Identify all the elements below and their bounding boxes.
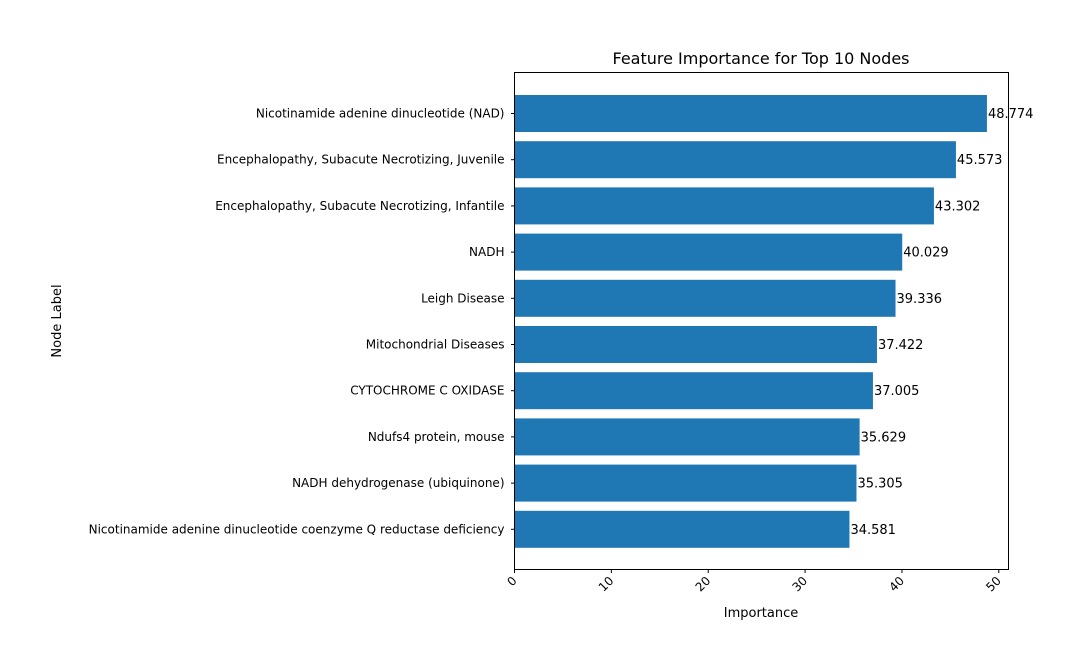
bar: [514, 418, 860, 456]
category-label: Nicotinamide adenine dinucleotide (NAD): [256, 107, 505, 121]
bar-value-label: 43.302: [935, 199, 981, 214]
bar-value-label: 45.573: [957, 153, 1003, 168]
bar-value-label: 48.774: [988, 107, 1034, 122]
bar: [514, 141, 956, 179]
category-label: Nicotinamide adenine dinucleotide coenzy…: [89, 522, 505, 536]
bar: [514, 372, 873, 410]
x-tick-label: 30: [790, 574, 811, 595]
x-tick-label: 0: [504, 574, 519, 589]
bar-value-label: 39.336: [897, 292, 943, 307]
category-label: CYTOCHROME C OXIDASE: [350, 384, 504, 398]
chart-title: Feature Importance for Top 10 Nodes: [612, 49, 909, 68]
category-labels: Nicotinamide adenine dinucleotide (NAD) E…: [89, 107, 515, 536]
x-tick-label: 40: [886, 574, 907, 595]
x-tick-label: 50: [983, 574, 1004, 595]
bar: [514, 464, 857, 502]
x-tick-label: 10: [596, 574, 617, 595]
bar: [514, 95, 987, 132]
bars-layer: 48.774 45.573 43.302 40.029 39.336 37.422 37.0…: [514, 95, 1034, 548]
category-label: Encephalopathy, Subacute Necrotizing, Ju…: [217, 153, 505, 167]
bar-value-label: 35.629: [861, 430, 907, 445]
x-axis-label: Importance: [724, 606, 799, 621]
category-label: Leigh Disease: [421, 291, 504, 305]
category-label: NADH: [469, 245, 504, 259]
bar: [514, 510, 850, 548]
bar-value-label: 37.005: [874, 384, 920, 399]
category-label: Ndufs4 protein, mouse: [368, 430, 505, 444]
bar: [514, 279, 896, 317]
bar: [514, 187, 934, 225]
y-axis-label: Node Label: [50, 284, 65, 357]
plot-frame: [514, 72, 1009, 570]
category-label: Encephalopathy, Subacute Necrotizing, In…: [215, 199, 504, 213]
bar-value-label: 35.305: [857, 477, 903, 492]
category-label: Mitochondrial Diseases: [366, 338, 505, 352]
category-label: NADH dehydrogenase (ubiquinone): [292, 476, 504, 490]
bar-value-label: 37.422: [878, 338, 924, 353]
x-axis-ticks: 0 10 20 30 40 50: [504, 569, 1004, 595]
x-tick-label: 20: [693, 574, 714, 595]
bar-value-label: 40.029: [903, 246, 949, 261]
bar: [514, 233, 903, 271]
bar-value-label: 34.581: [850, 523, 896, 538]
bar: [514, 326, 877, 363]
